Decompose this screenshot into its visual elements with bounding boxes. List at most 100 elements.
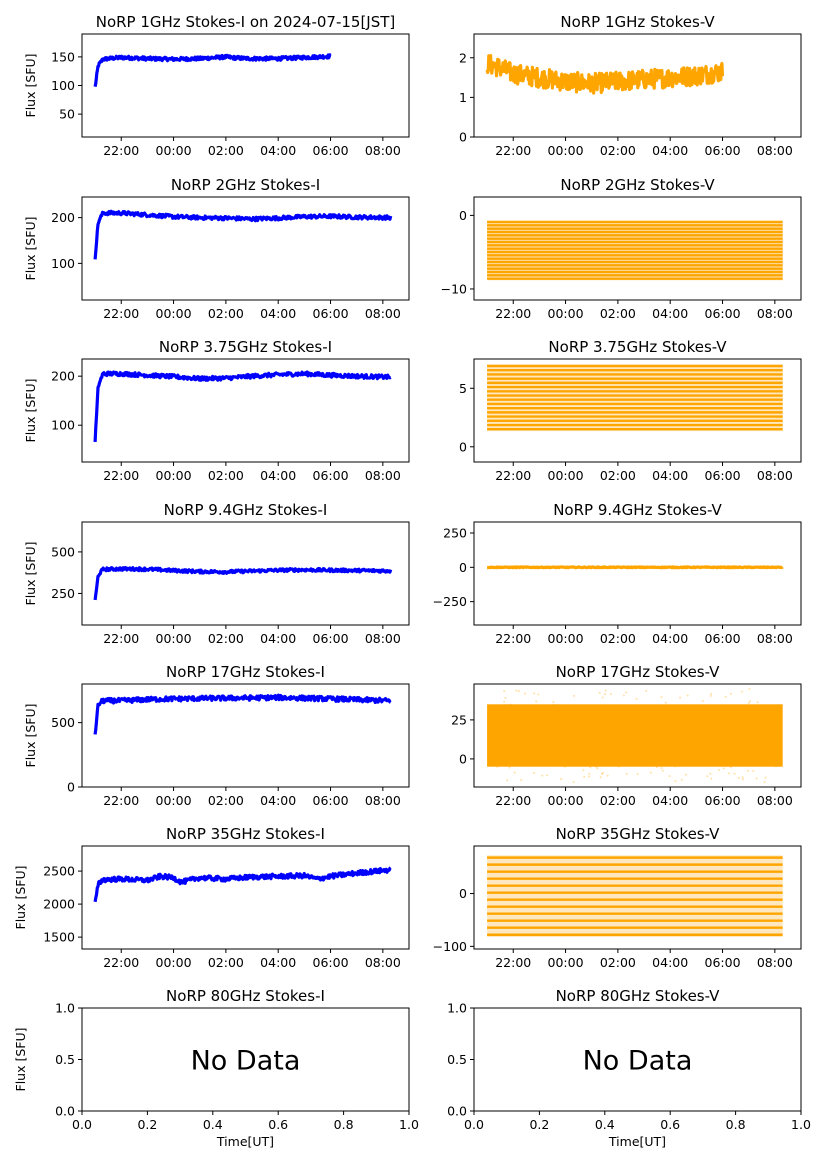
y-tick-label: 0 — [459, 886, 467, 901]
y-tick-label: 0 — [459, 208, 467, 223]
data-point — [742, 778, 745, 781]
data-envelope — [487, 220, 783, 281]
y-tick-label: 150 — [51, 49, 75, 64]
x-tick-label: 00:00 — [156, 306, 192, 321]
y-axis-label: Flux [SFU] — [23, 704, 38, 768]
data-point — [729, 692, 732, 695]
x-tick-label: 1.0 — [399, 1117, 419, 1132]
x-tick-label: 08:00 — [757, 955, 793, 970]
x-tick-label: 22:00 — [495, 955, 531, 970]
y-tick-label: 1.0 — [447, 1001, 467, 1016]
data-group — [93, 565, 393, 601]
x-tick-label: 08:00 — [757, 631, 793, 646]
x-tick-label: 04:00 — [652, 143, 688, 158]
data-point — [604, 693, 607, 696]
chart-title: NoRP 2GHz Stokes-V — [560, 176, 715, 194]
x-tick-label: 08:00 — [757, 143, 793, 158]
x-tick-label: 08:00 — [757, 306, 793, 321]
x-tick-label: 08:00 — [365, 955, 401, 970]
y-tick-label: 200 — [51, 210, 75, 225]
data-point — [724, 695, 727, 698]
y-tick-label: 1.0 — [55, 1001, 75, 1016]
x-tick-label: 0.4 — [203, 1117, 223, 1132]
x-tick-label: 06:00 — [313, 143, 349, 158]
data-point — [515, 689, 518, 692]
axes-frame — [81, 196, 410, 301]
data-group — [487, 364, 783, 432]
data-point — [737, 776, 740, 779]
data-point — [503, 700, 506, 703]
y-tick-label: 1500 — [43, 930, 75, 945]
data-point — [604, 689, 607, 692]
y-tick-label: 0 — [67, 780, 75, 795]
chart-panel: 22:00 00:00 02:00 04:00 06:00 08:00 0 −10 NoRP 2… — [441, 176, 802, 321]
x-tick-label: 08:00 — [757, 468, 793, 483]
x-tick-label: 22:00 — [103, 793, 139, 808]
x-tick-label: 02:00 — [600, 631, 636, 646]
y-axis-label: Flux [SFU] — [23, 542, 38, 606]
y-tick-label: 0.5 — [447, 1052, 467, 1067]
data-point — [541, 774, 544, 777]
x-tick-label: 00:00 — [156, 793, 192, 808]
x-tick-label: 02:00 — [600, 793, 636, 808]
chart-panel: 22:00 00:00 02:00 04:00 06:00 08:00 100 200 NoRP… — [23, 176, 410, 321]
data-point — [625, 772, 628, 775]
x-tick-label: 02:00 — [208, 955, 244, 970]
y-tick-label: 5 — [459, 381, 467, 396]
y-tick-label: 100 — [51, 418, 75, 433]
x-tick-label: 0.6 — [268, 1117, 288, 1132]
y-tick-label: 2000 — [43, 897, 75, 912]
y-axis-label: Flux [SFU] — [23, 54, 38, 118]
x-tick-label: 0.0 — [72, 1117, 92, 1132]
data-point — [537, 693, 540, 696]
x-tick-label: 0.6 — [660, 1117, 680, 1132]
data-point — [701, 699, 704, 702]
y-tick-label: −10 — [441, 281, 467, 296]
chart-title: NoRP 9.4GHz Stokes-I — [164, 501, 328, 519]
data-point — [524, 692, 527, 695]
data-point — [706, 775, 709, 778]
data-point — [668, 775, 671, 778]
x-tick-label: 02:00 — [600, 306, 636, 321]
x-tick-label: 06:00 — [705, 793, 741, 808]
data-group — [487, 855, 783, 938]
data-point — [741, 776, 744, 779]
data-point — [764, 776, 767, 779]
x-tick-label: 02:00 — [600, 143, 636, 158]
x-tick-label: 02:00 — [208, 793, 244, 808]
chart-title: NoRP 80GHz Stokes-V — [556, 987, 721, 1005]
x-tick-label: 00:00 — [156, 631, 192, 646]
x-tick-label: 06:00 — [705, 955, 741, 970]
chart-title: NoRP 17GHz Stokes-I — [166, 663, 325, 681]
chart-panel: 22:00 00:00 02:00 04:00 06:00 08:00 0 1 2 NoRP 1G… — [459, 13, 802, 158]
x-tick-label: 06:00 — [313, 955, 349, 970]
data-group — [485, 54, 725, 95]
chart-title: NoRP 2GHz Stokes-I — [171, 176, 320, 194]
axes-frame — [81, 358, 410, 463]
data-group — [93, 209, 393, 260]
x-tick-label: 06:00 — [705, 306, 741, 321]
x-tick-label: 0.0 — [464, 1117, 484, 1132]
data-point — [709, 772, 712, 775]
chart-panel: 22:00 00:00 02:00 04:00 06:00 08:00 0 5 NoRP 3.7… — [459, 338, 802, 483]
x-tick-label: 22:00 — [495, 793, 531, 808]
x-tick-label: 00:00 — [156, 955, 192, 970]
data-point — [710, 777, 713, 780]
data-point — [504, 696, 507, 699]
axes-frame — [473, 196, 802, 301]
x-tick-label: 04:00 — [260, 468, 296, 483]
data-group — [93, 53, 332, 88]
x-tick-label: 00:00 — [156, 143, 192, 158]
y-tick-label: 2 — [459, 50, 467, 65]
chart-panel: 22:00 00:00 02:00 04:00 06:00 08:00 100 200 NoRP… — [23, 338, 410, 483]
axes-frame — [81, 845, 410, 950]
data-point — [582, 769, 585, 772]
y-tick-label: 500 — [51, 544, 75, 559]
chart-title: NoRP 17GHz Stokes-V — [556, 663, 721, 681]
chart-title: NoRP 35GHz Stokes-I — [166, 825, 325, 843]
data-point — [718, 769, 721, 772]
y-tick-label: 25 — [451, 712, 467, 727]
x-tick-label: 02:00 — [208, 143, 244, 158]
x-tick-label: 00:00 — [548, 468, 584, 483]
axes-frame — [473, 33, 802, 138]
